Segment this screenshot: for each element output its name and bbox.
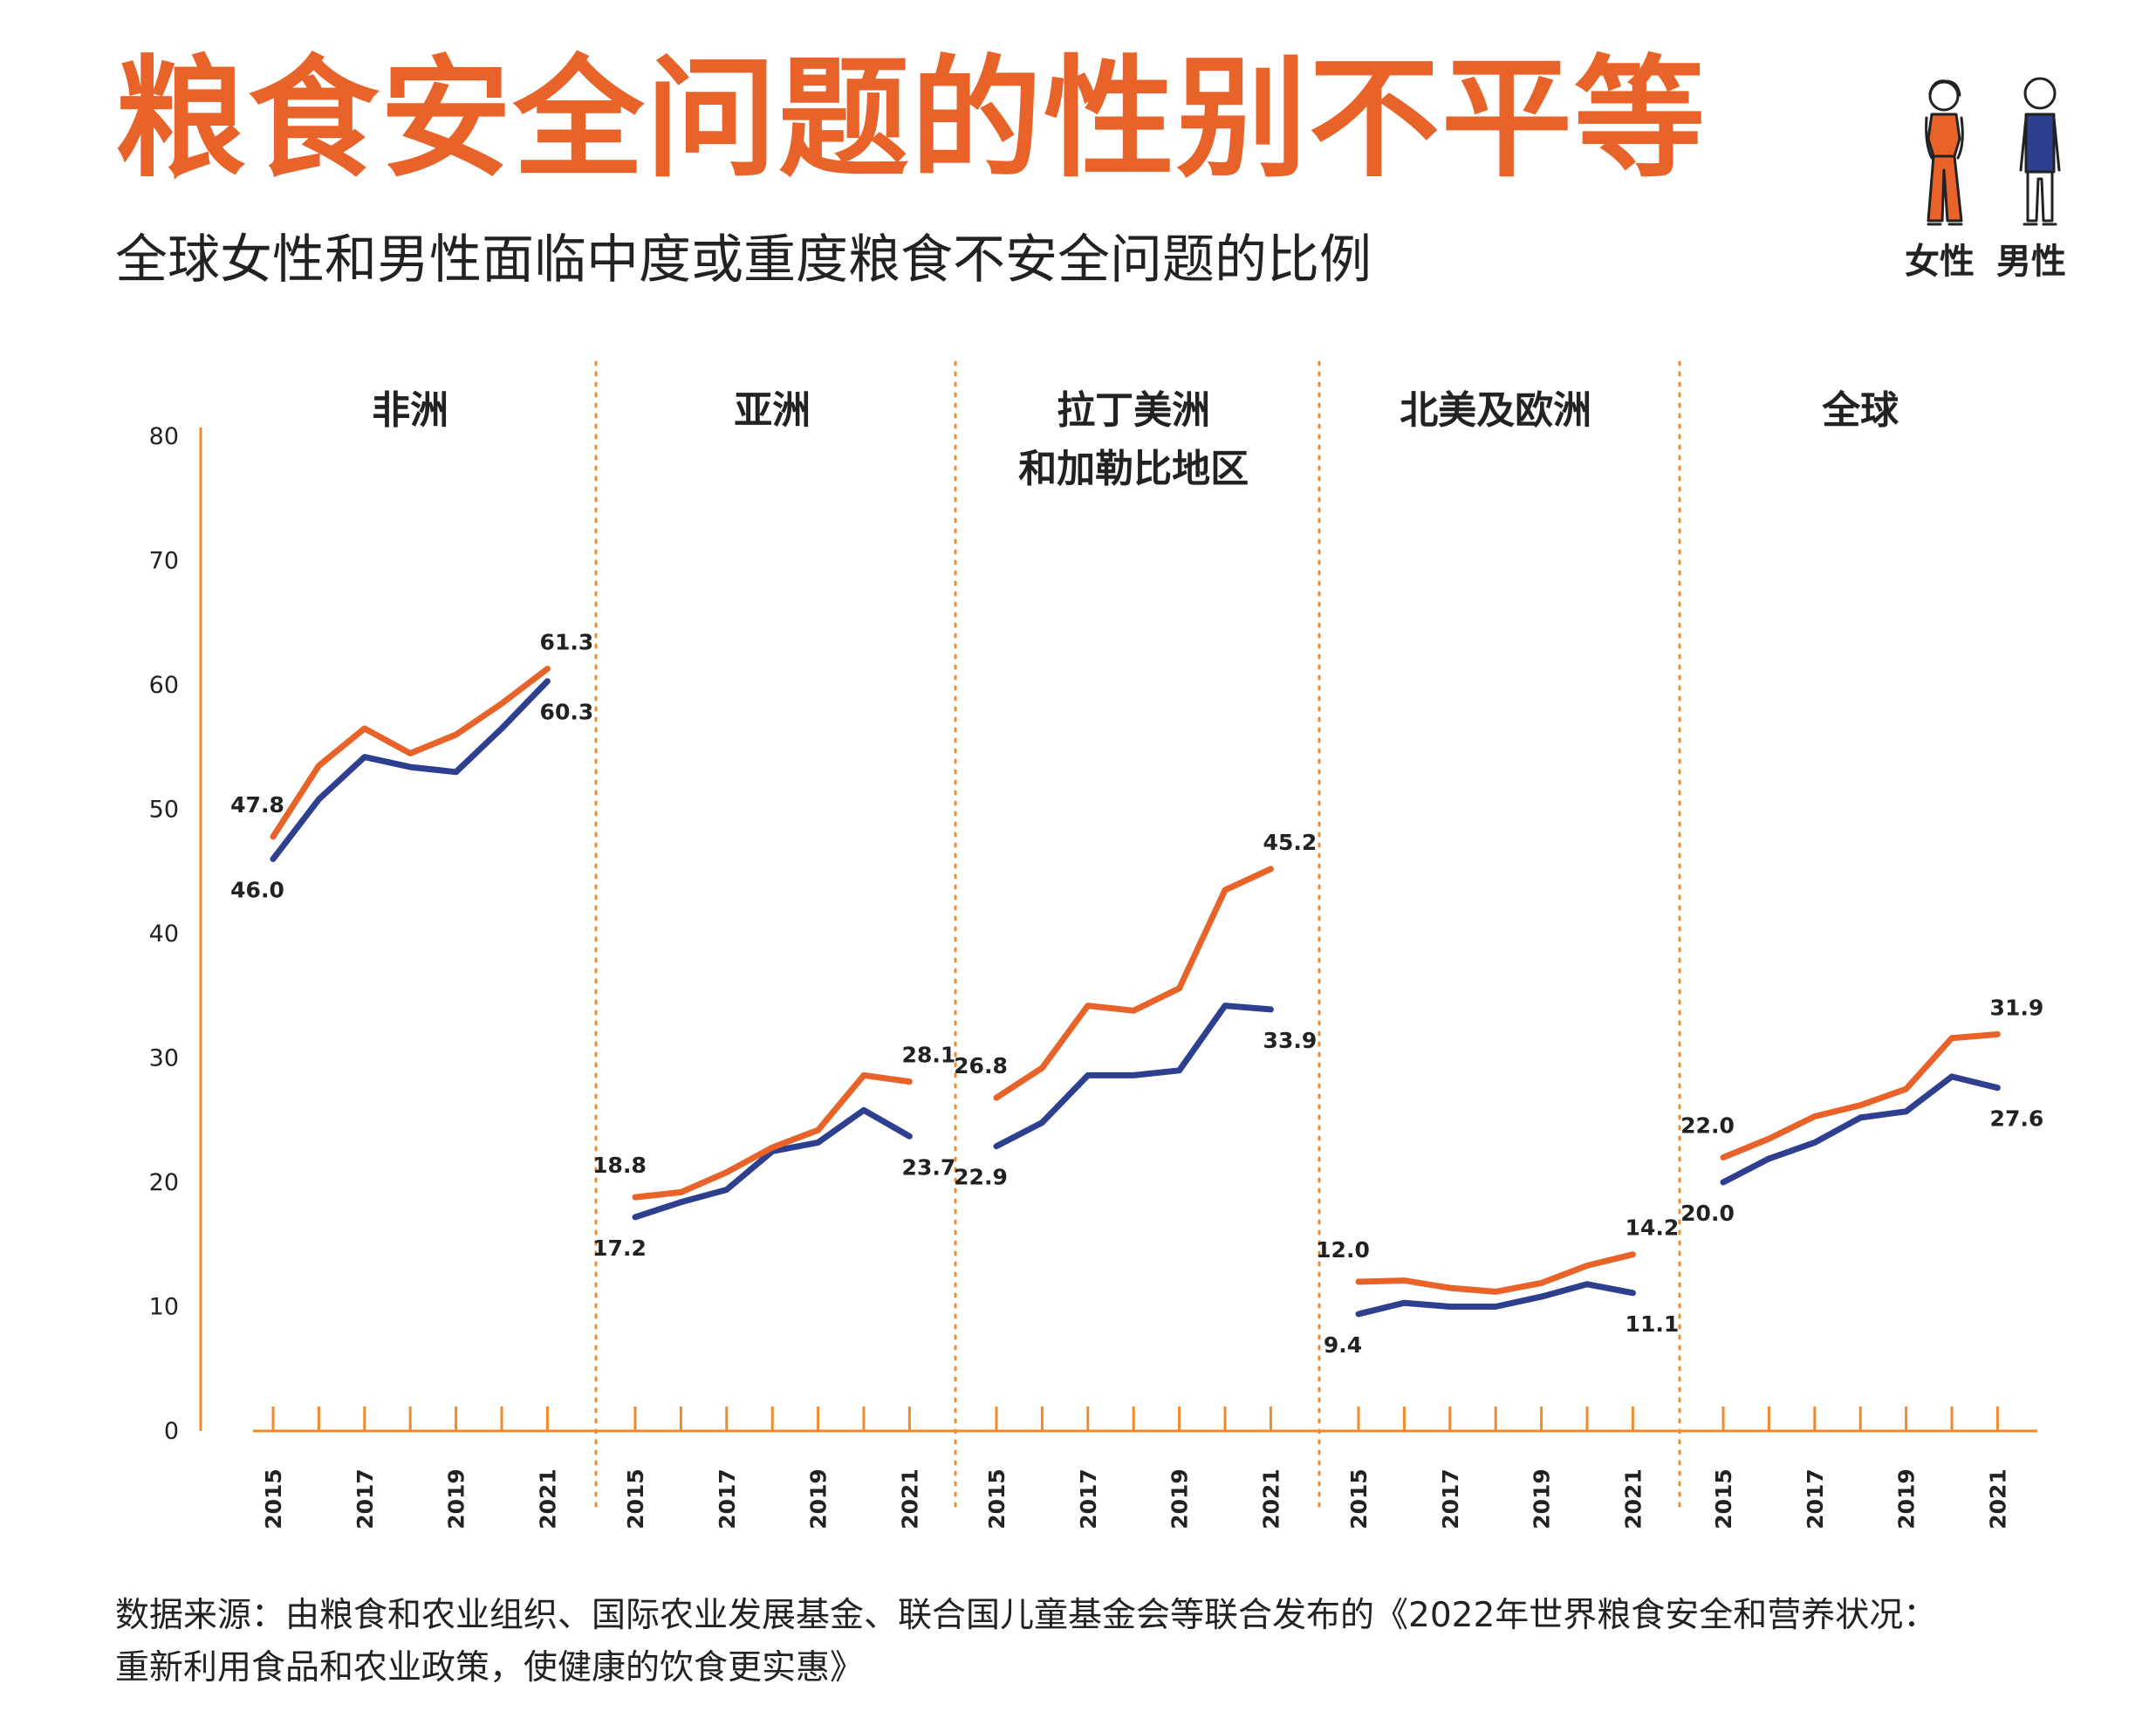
data-label-male-end-3: 33.9 — [1263, 1028, 1318, 1053]
x-tick-label-5-2017: 2017 — [1803, 1468, 1828, 1530]
source-line-2: 重新利用食品和农业政策，使健康的饮食更实惠》 — [115, 1648, 865, 1687]
x-tick-label-2-2017: 2017 — [715, 1468, 740, 1530]
x-tick-label-2-2021: 2021 — [897, 1468, 922, 1530]
data-label-female-end-1: 61.3 — [540, 629, 594, 654]
data-label-male-end-5: 27.6 — [1990, 1106, 2044, 1132]
data-label-male-start-1: 46.0 — [230, 878, 284, 903]
male-series-line-5 — [1720, 1073, 2001, 1186]
x-tick-label-3-2019: 2019 — [1167, 1468, 1193, 1530]
x-tick-label-4-2015: 2015 — [1346, 1468, 1372, 1530]
x-tick-label-5-2021: 2021 — [1985, 1468, 2010, 1530]
panel-title-4-line-1: 北美及欧洲 — [1400, 388, 1591, 433]
data-label-male-start-4: 9.4 — [1324, 1332, 1362, 1358]
female-series-line-1 — [270, 666, 551, 840]
line-chart: 0 10 20 30 40 50 60 70 80 非洲 2015 2017 2019 2021 47.8 4… — [149, 360, 2044, 1530]
x-tick-label-1-2017: 2017 — [352, 1468, 378, 1530]
legend-figures — [1925, 77, 2061, 226]
female-series-line-5 — [1720, 1030, 2001, 1160]
male-series-line-1 — [270, 678, 551, 862]
y-tick-label-60: 60 — [149, 672, 179, 699]
panel-title-3-line-1: 拉丁美洲 — [1057, 388, 1210, 433]
data-label-female-start-3: 26.8 — [954, 1053, 1008, 1078]
female-series-line-2 — [632, 1071, 913, 1201]
data-label-male-end-1: 60.3 — [540, 700, 594, 725]
y-tick-label-40: 40 — [149, 921, 179, 948]
data-label-female-start-5: 22.0 — [1680, 1113, 1735, 1139]
data-label-male-end-2: 23.7 — [902, 1154, 956, 1180]
male-series-line-4 — [1355, 1281, 1636, 1318]
x-tick-label-4-2019: 2019 — [1530, 1468, 1555, 1530]
page-subtitle: 全球女性和男性面临中度或重度粮食不安全问题的比例 — [115, 229, 1372, 291]
x-tick-label-3-2015: 2015 — [984, 1468, 1010, 1530]
data-label-female-end-3: 45.2 — [1263, 830, 1318, 855]
data-label-female-end-5: 31.9 — [1990, 995, 2044, 1020]
male-series-line-3 — [993, 1003, 1274, 1150]
x-tick-label-3-2017: 2017 — [1076, 1468, 1101, 1530]
x-tick-label-2-2015: 2015 — [623, 1468, 648, 1530]
data-label-male-end-4: 11.1 — [1626, 1311, 1680, 1337]
x-tick-label-4-2017: 2017 — [1438, 1468, 1463, 1530]
source-note: 数据来源：由粮食和农业组织、国际农业发展基金、联合国儿童基金会等联合发布的《20… — [115, 1590, 2070, 1694]
female-series-line-3 — [993, 866, 1274, 1101]
source-line-1: 数据来源：由粮食和农业组织、国际农业发展基金、联合国儿童基金会等联合发布的《20… — [115, 1596, 1938, 1635]
legend-male-label: 男性 — [1996, 242, 2066, 282]
panel-title-3-line-2: 和加勒比地区 — [1018, 447, 1249, 491]
panel-title-1-line-1: 非洲 — [372, 388, 448, 433]
x-tick-label-2-2019: 2019 — [806, 1468, 832, 1530]
x-tick-label-5-2019: 2019 — [1894, 1468, 1920, 1530]
panel-title-2-line-1: 亚洲 — [734, 388, 811, 433]
male-figure-icon — [2019, 77, 2061, 226]
male-series-line-2 — [632, 1106, 913, 1221]
x-tick-label-4-2021: 2021 — [1620, 1468, 1646, 1530]
y-tick-label-50: 50 — [149, 797, 179, 824]
y-tick-label-70: 70 — [149, 548, 179, 575]
x-tick-label-5-2015: 2015 — [1711, 1468, 1736, 1530]
x-tick-label-1-2015: 2015 — [261, 1468, 286, 1530]
y-tick-label-10: 10 — [149, 1294, 179, 1321]
x-tick-label-3-2021: 2021 — [1258, 1468, 1283, 1530]
female-series-line-4 — [1355, 1251, 1636, 1295]
female-figure-icon — [1925, 79, 1964, 226]
data-label-female-start-2: 18.8 — [592, 1153, 647, 1178]
data-label-female-end-4: 14.2 — [1626, 1215, 1680, 1241]
data-label-female-start-4: 12.0 — [1316, 1237, 1370, 1263]
data-label-female-end-2: 28.1 — [902, 1043, 956, 1068]
data-label-male-start-2: 17.2 — [592, 1236, 647, 1261]
y-tick-label-20: 20 — [149, 1169, 179, 1196]
data-label-male-start-3: 22.9 — [954, 1165, 1008, 1190]
data-label-female-start-1: 47.8 — [230, 792, 284, 818]
y-tick-label-0: 0 — [164, 1418, 179, 1445]
data-label-male-start-5: 20.0 — [1680, 1201, 1735, 1226]
legend-female-label: 女性 — [1905, 242, 1975, 282]
x-tick-label-1-2019: 2019 — [444, 1468, 469, 1530]
panel-title-5-line-1: 全球 — [1821, 388, 1899, 433]
y-tick-label-30: 30 — [149, 1045, 179, 1072]
x-tick-label-1-2021: 2021 — [535, 1468, 560, 1530]
page-title: 粮食安全问题的性别不平等 — [115, 44, 1708, 195]
y-tick-label-80: 80 — [149, 423, 179, 450]
